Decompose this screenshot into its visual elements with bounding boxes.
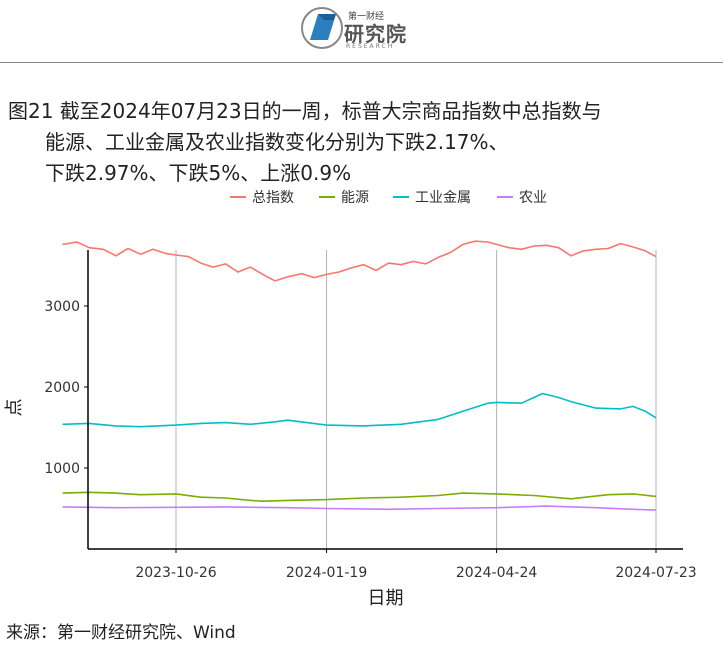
chart-axes	[84, 250, 683, 553]
chart-labels: 1000 2000 3000 2023-10-26 2024-01-19 2024-04-…	[4, 299, 697, 609]
legend-label-1: 能源	[341, 190, 369, 206]
series-line-0	[62, 240, 657, 282]
logo-text-top: 第一财经	[348, 12, 385, 22]
chart-legend: 总指数 能源 工业金属 农业	[230, 190, 547, 206]
x-tick-label-2024-04-24: 2024-04-24	[456, 565, 537, 581]
y-axis-title: 点	[4, 399, 25, 417]
chart-series	[62, 240, 657, 511]
legend-label-3: 农业	[519, 190, 547, 206]
y-tick-label-3000: 3000	[44, 299, 80, 315]
series-line-1	[62, 491, 657, 502]
legend-label-0: 总指数	[252, 190, 294, 206]
x-tick-label-2024-07-23: 2024-07-23	[615, 565, 696, 581]
source-note: 来源：第一财经研究院、Wind	[6, 623, 236, 643]
legend-label-2: 工业金属	[415, 190, 471, 206]
logo: 第一财经 研究院 RESEARCH	[300, 6, 430, 52]
caption-line-3: 下跌2.97%、下跌5%、上涨0.9%	[45, 161, 352, 185]
logo-text-main: 研究院	[344, 22, 407, 46]
series-line-2	[62, 392, 657, 428]
header-divider	[0, 62, 723, 63]
y-tick-label-2000: 2000	[44, 380, 80, 396]
x-tick-label-2024-01-19: 2024-01-19	[286, 565, 367, 581]
x-tick-label-2023-10-26: 2023-10-26	[135, 565, 216, 581]
logo-icon	[301, 7, 343, 49]
y-tick-label-1000: 1000	[44, 461, 80, 477]
series-line-3	[62, 505, 657, 511]
x-axis-title: 日期	[368, 588, 404, 609]
caption-line-2: 能源、工业金属及农业指数变化分别为下跌2.17%、	[45, 130, 509, 154]
figure-caption: 图21 截至2024年07月23日的一周，标普大宗商品指数中总指数与 能源、工业…	[8, 96, 708, 189]
line-chart: 总指数 能源 工业金属 农业 1000 2000 3000 2023-10-26 2024-0…	[4, 190, 697, 609]
chart-grid	[175, 250, 657, 549]
logo-text-sub: RESEARCH	[346, 43, 395, 50]
caption-line-1: 图21 截至2024年07月23日的一周，标普大宗商品指数中总指数与	[8, 99, 602, 123]
